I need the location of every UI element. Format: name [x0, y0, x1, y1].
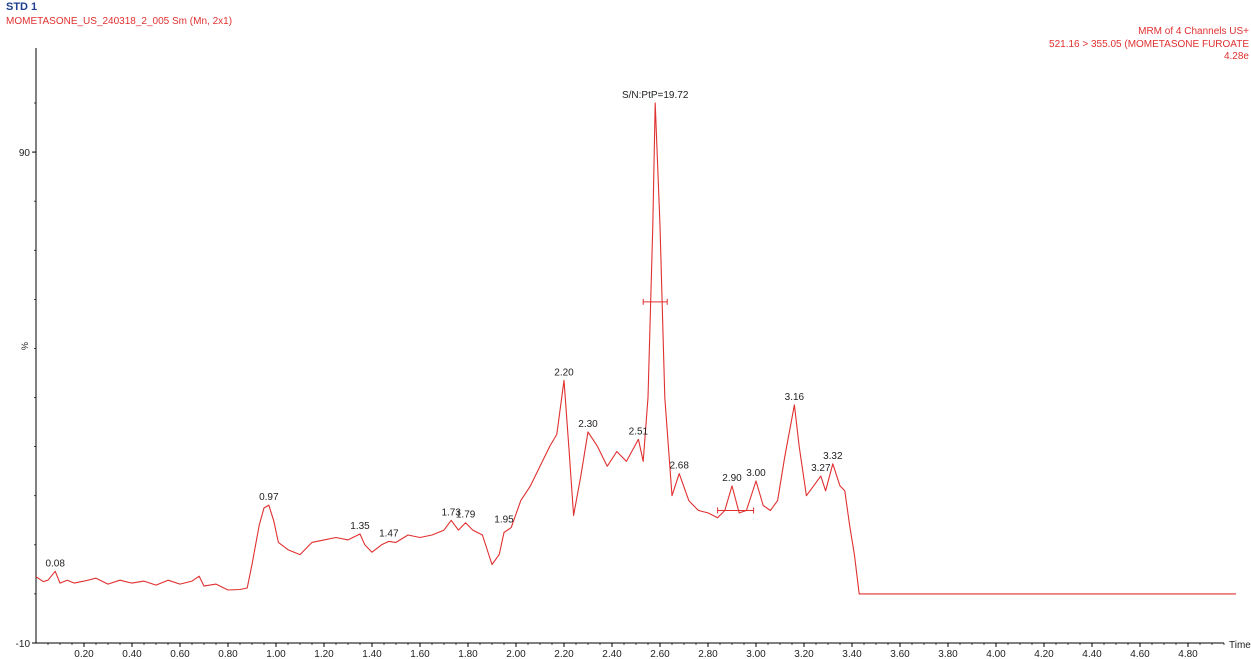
- x-tick-label: 3.40: [842, 649, 862, 659]
- x-tick-label: 0.60: [170, 649, 190, 659]
- x-tick-label: 1.00: [266, 649, 286, 659]
- intensity-info: 4.28e: [1223, 51, 1249, 62]
- peak-label: 1.73: [441, 507, 461, 518]
- x-tick-label: 0.40: [122, 649, 142, 659]
- x-tick-label: 1.20: [314, 649, 334, 659]
- x-tick-label: 1.40: [362, 649, 382, 659]
- y-tick-label: -10: [16, 639, 31, 650]
- x-tick-label: 4.40: [1082, 649, 1102, 659]
- x-tick-label: 2.20: [554, 649, 574, 659]
- channel-info: MRM of 4 Channels US+: [1138, 26, 1249, 37]
- sn-annotation: S/N:PtP=19.72: [622, 90, 689, 101]
- peak-label: 2.68: [669, 461, 689, 472]
- x-tick-label: 3.60: [890, 649, 910, 659]
- x-tick-label: 2.40: [602, 649, 622, 659]
- x-axis-label: Time: [1229, 640, 1251, 651]
- trace-name: MOMETASONE_US_240318_2_005 Sm (Mn, 2x1): [6, 16, 233, 27]
- peak-label: 3.27: [811, 463, 831, 474]
- peak-label: 1.95: [494, 515, 514, 526]
- peak-label: 2.20: [554, 367, 574, 378]
- x-tick-label: 4.20: [1034, 649, 1054, 659]
- x-tick-label: 4.80: [1178, 649, 1198, 659]
- x-tick-label: 4.00: [986, 649, 1006, 659]
- peak-label: 3.32: [823, 451, 843, 462]
- trace-line: [35, 102, 1236, 595]
- sample-title: STD 1: [6, 1, 38, 13]
- peak-label: 3.16: [785, 392, 805, 403]
- transition-info: 521.16 > 355.05 (MOMETASONE FUROATE: [1049, 39, 1249, 50]
- x-tick-label: 4.60: [1130, 649, 1150, 659]
- x-tick-label: 0.80: [218, 649, 238, 659]
- peak-label: 1.47: [379, 528, 399, 539]
- peak-label: 2.90: [722, 473, 742, 484]
- peak-label: 1.35: [350, 521, 370, 532]
- x-tick-label: 1.80: [458, 649, 478, 659]
- peak-label: 2.51: [629, 426, 649, 437]
- peak-label: 1.79: [456, 510, 476, 521]
- peak-label: 3.00: [746, 468, 766, 479]
- peak-label: 2.30: [578, 419, 598, 430]
- x-tick-label: 3.80: [938, 649, 958, 659]
- x-tick-label: 0.20: [74, 649, 94, 659]
- peak-label: 0.97: [259, 492, 279, 503]
- x-tick-label: 3.20: [794, 649, 814, 659]
- x-tick-label: 2.00: [506, 649, 526, 659]
- peak-label: 0.08: [45, 558, 65, 569]
- x-tick-label: 2.80: [698, 649, 718, 659]
- y-axis-label: %: [20, 342, 30, 350]
- y-tick-label: 90: [19, 148, 31, 159]
- x-tick-label: 3.00: [746, 649, 766, 659]
- x-tick-label: 2.60: [650, 649, 670, 659]
- x-tick-label: 1.60: [410, 649, 430, 659]
